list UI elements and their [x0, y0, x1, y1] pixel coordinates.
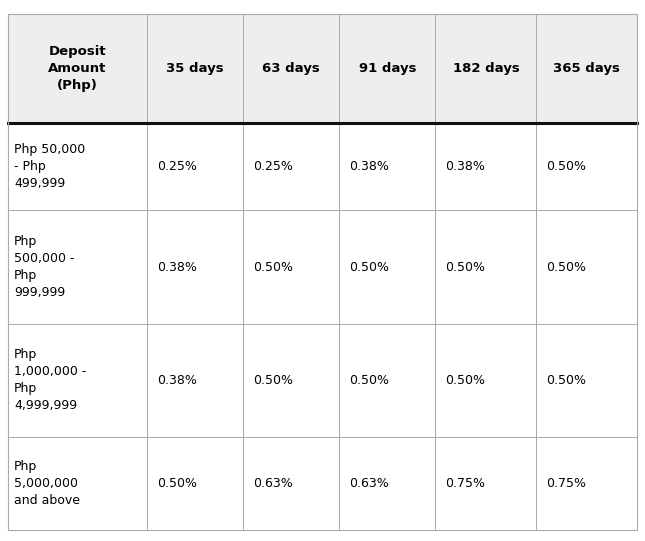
Bar	[339, 324, 435, 437]
Bar	[435, 14, 537, 123]
Bar	[243, 324, 339, 437]
Bar	[243, 14, 339, 123]
Bar	[435, 324, 537, 437]
Bar	[8, 14, 147, 123]
Bar	[537, 210, 637, 324]
Bar	[147, 437, 243, 530]
Bar	[339, 123, 435, 210]
Text: 0.50%: 0.50%	[253, 261, 293, 274]
Bar	[147, 324, 243, 437]
Text: 182 days: 182 days	[453, 62, 519, 75]
Text: Php
500,000 -
Php
999,999: Php 500,000 - Php 999,999	[14, 235, 75, 299]
Text: 0.50%: 0.50%	[445, 261, 485, 274]
Text: 0.38%: 0.38%	[445, 161, 485, 174]
Bar	[8, 324, 147, 437]
Bar	[339, 14, 435, 123]
Bar	[537, 324, 637, 437]
Text: 0.50%: 0.50%	[253, 373, 293, 386]
Text: 91 days: 91 days	[359, 62, 416, 75]
Bar	[8, 437, 147, 530]
Bar	[243, 210, 339, 324]
Text: Php
1,000,000 -
Php
4,999,999: Php 1,000,000 - Php 4,999,999	[14, 348, 86, 412]
Bar	[147, 123, 243, 210]
Text: 0.38%: 0.38%	[157, 373, 197, 386]
Text: 0.63%: 0.63%	[253, 477, 293, 490]
Text: 0.50%: 0.50%	[546, 373, 586, 386]
Text: 0.38%: 0.38%	[349, 161, 389, 174]
Text: 0.50%: 0.50%	[349, 261, 389, 274]
Bar	[339, 437, 435, 530]
Text: 365 days: 365 days	[553, 62, 620, 75]
Text: 63 days: 63 days	[263, 62, 320, 75]
Text: 0.38%: 0.38%	[157, 261, 197, 274]
Text: 0.63%: 0.63%	[349, 477, 389, 490]
Text: 0.25%: 0.25%	[253, 161, 293, 174]
Text: 0.50%: 0.50%	[157, 477, 197, 490]
Text: 0.50%: 0.50%	[349, 373, 389, 386]
Text: Php 50,000
- Php
499,999: Php 50,000 - Php 499,999	[14, 143, 85, 190]
Bar	[537, 123, 637, 210]
Bar	[537, 14, 637, 123]
Bar	[435, 123, 537, 210]
Bar	[339, 210, 435, 324]
Bar	[537, 437, 637, 530]
Bar	[435, 210, 537, 324]
Text: 0.75%: 0.75%	[445, 477, 485, 490]
Text: 0.50%: 0.50%	[546, 261, 586, 274]
Text: 0.50%: 0.50%	[445, 373, 485, 386]
Text: 0.75%: 0.75%	[546, 477, 586, 490]
Bar	[147, 14, 243, 123]
Text: 0.25%: 0.25%	[157, 161, 197, 174]
Bar	[8, 123, 147, 210]
Bar	[8, 210, 147, 324]
Bar	[435, 437, 537, 530]
Bar	[243, 437, 339, 530]
Text: Deposit
Amount
(Php): Deposit Amount (Php)	[48, 45, 106, 92]
Text: 35 days: 35 days	[166, 62, 224, 75]
Text: Php
5,000,000
and above: Php 5,000,000 and above	[14, 460, 80, 507]
Bar	[243, 123, 339, 210]
Text: 0.50%: 0.50%	[546, 161, 586, 174]
Bar	[147, 210, 243, 324]
